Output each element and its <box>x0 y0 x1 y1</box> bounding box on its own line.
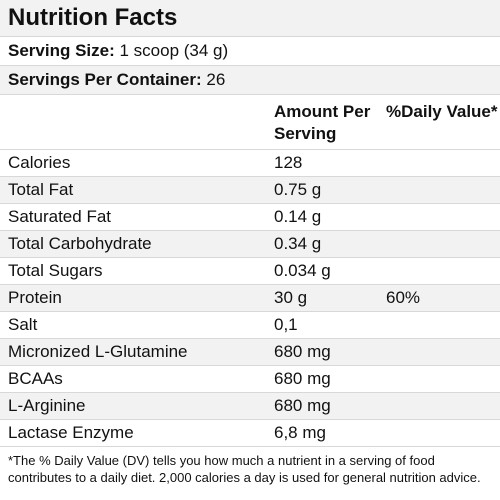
nutrient-name: Total Carbohydrate <box>0 230 266 258</box>
label-title: Nutrition Facts <box>0 0 500 37</box>
nutrient-amount: 128 <box>266 149 378 177</box>
nutrient-daily-value <box>378 365 500 393</box>
table-row: Lactase Enzyme 6,8 mg <box>0 419 500 447</box>
table-row: Protein 30 g 60% <box>0 284 500 312</box>
nutrient-amount: 0.34 g <box>266 230 378 258</box>
nutrient-daily-value <box>378 203 500 231</box>
daily-value-footnote: *The % Daily Value (DV) tells you how mu… <box>8 453 481 485</box>
nutrient-amount: 680 mg <box>266 365 378 393</box>
nutrient-name: Micronized L-Glutamine <box>0 338 266 366</box>
nutrient-amount: 680 mg <box>266 338 378 366</box>
nutrient-daily-value <box>378 230 500 258</box>
nutrient-name: Total Sugars <box>0 257 266 285</box>
nutrient-daily-value <box>378 176 500 204</box>
nutrient-amount: 30 g <box>266 284 378 312</box>
nutrient-daily-value <box>378 257 500 285</box>
nutrient-daily-value <box>378 419 500 447</box>
nutrient-table-header: Amount Per Serving %Daily Value* <box>0 95 500 150</box>
table-row: Saturated Fat 0.14 g <box>0 203 500 231</box>
amount-header: Amount Per Serving <box>266 95 378 150</box>
nutrient-amount: 0.034 g <box>266 257 378 285</box>
nutrient-amount: 0.14 g <box>266 203 378 231</box>
nutrient-name: Lactase Enzyme <box>0 419 266 447</box>
nutrient-daily-value <box>378 311 500 339</box>
serving-size-value: 1 scoop (34 g) <box>119 41 229 60</box>
table-row: Total Fat 0.75 g <box>0 176 500 204</box>
nutrient-amount: 6,8 mg <box>266 419 378 447</box>
nutrient-name: BCAAs <box>0 365 266 393</box>
nutrient-name: Calories <box>0 149 266 177</box>
nutrient-table: Amount Per Serving %Daily Value* Calorie… <box>0 95 500 447</box>
nutrient-name: L-Arginine <box>0 392 266 420</box>
nutrient-name: Saturated Fat <box>0 203 266 231</box>
nutrient-amount: 680 mg <box>266 392 378 420</box>
serving-size-label: Serving Size: <box>8 41 115 60</box>
nutrient-daily-value <box>378 149 500 177</box>
daily-value-header: %Daily Value* <box>378 95 500 150</box>
nutrient-name: Protein <box>0 284 266 312</box>
servings-per-container-value: 26 <box>206 70 226 89</box>
servings-per-container-label: Servings Per Container: <box>8 70 202 89</box>
table-row: Salt 0,1 <box>0 311 500 339</box>
table-row: L-Arginine 680 mg <box>0 392 500 420</box>
nutrient-daily-value: 60% <box>378 284 500 312</box>
serving-size-row: Serving Size: 1 scoop (34 g) <box>0 37 500 66</box>
nutrient-daily-value <box>378 392 500 420</box>
table-row: BCAAs 680 mg <box>0 365 500 393</box>
servings-per-container-row: Servings Per Container: 26 <box>0 66 500 95</box>
nutrient-amount: 0.75 g <box>266 176 378 204</box>
nutrient-amount: 0,1 <box>266 311 378 339</box>
table-row: Total Carbohydrate 0.34 g <box>0 230 500 258</box>
nutrient-daily-value <box>378 338 500 366</box>
nutrient-name-header <box>0 95 266 150</box>
table-row: Total Sugars 0.034 g <box>0 257 500 285</box>
table-row: Calories 128 <box>0 149 500 177</box>
nutrient-name: Salt <box>0 311 266 339</box>
nutrient-name: Total Fat <box>0 176 266 204</box>
table-row: Micronized L-Glutamine 680 mg <box>0 338 500 366</box>
